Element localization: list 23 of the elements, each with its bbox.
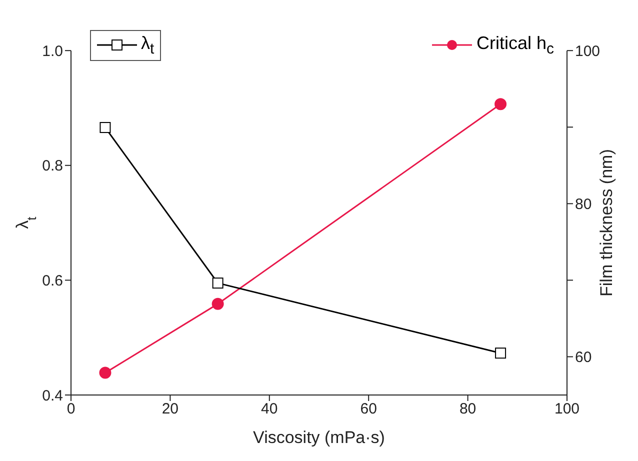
- y2-tick-label: 100: [575, 42, 600, 60]
- y-tick-label: 0.8: [42, 158, 63, 175]
- y-tick-label: 1.0: [42, 42, 63, 60]
- y-tick-label: 0.6: [42, 272, 63, 290]
- legend-label: Critical h$_{c}$: [476, 33, 554, 58]
- y2-axis-title: Film thickness (nm): [597, 149, 616, 296]
- x-tick-label: 20: [162, 400, 179, 418]
- x-tick-label: 40: [261, 400, 278, 418]
- y-tick-label: 0.4: [42, 387, 63, 404]
- x-tick-label: 100: [554, 400, 580, 418]
- point: [494, 98, 507, 110]
- x-tick-label: 0: [66, 400, 76, 418]
- x-axis-title: Viscosity (mPa·s): [253, 428, 385, 447]
- point: [212, 298, 224, 310]
- y2-tick-label: 60: [575, 349, 592, 366]
- x-tick-label: 80: [459, 400, 476, 418]
- legend-label: λ$_{t}$: [141, 33, 154, 58]
- point: [495, 348, 506, 359]
- y2-tick-label: 80: [575, 196, 592, 213]
- point: [100, 122, 111, 134]
- point: [212, 278, 224, 289]
- point: [99, 366, 112, 379]
- x-tick-label: 60: [360, 400, 377, 418]
